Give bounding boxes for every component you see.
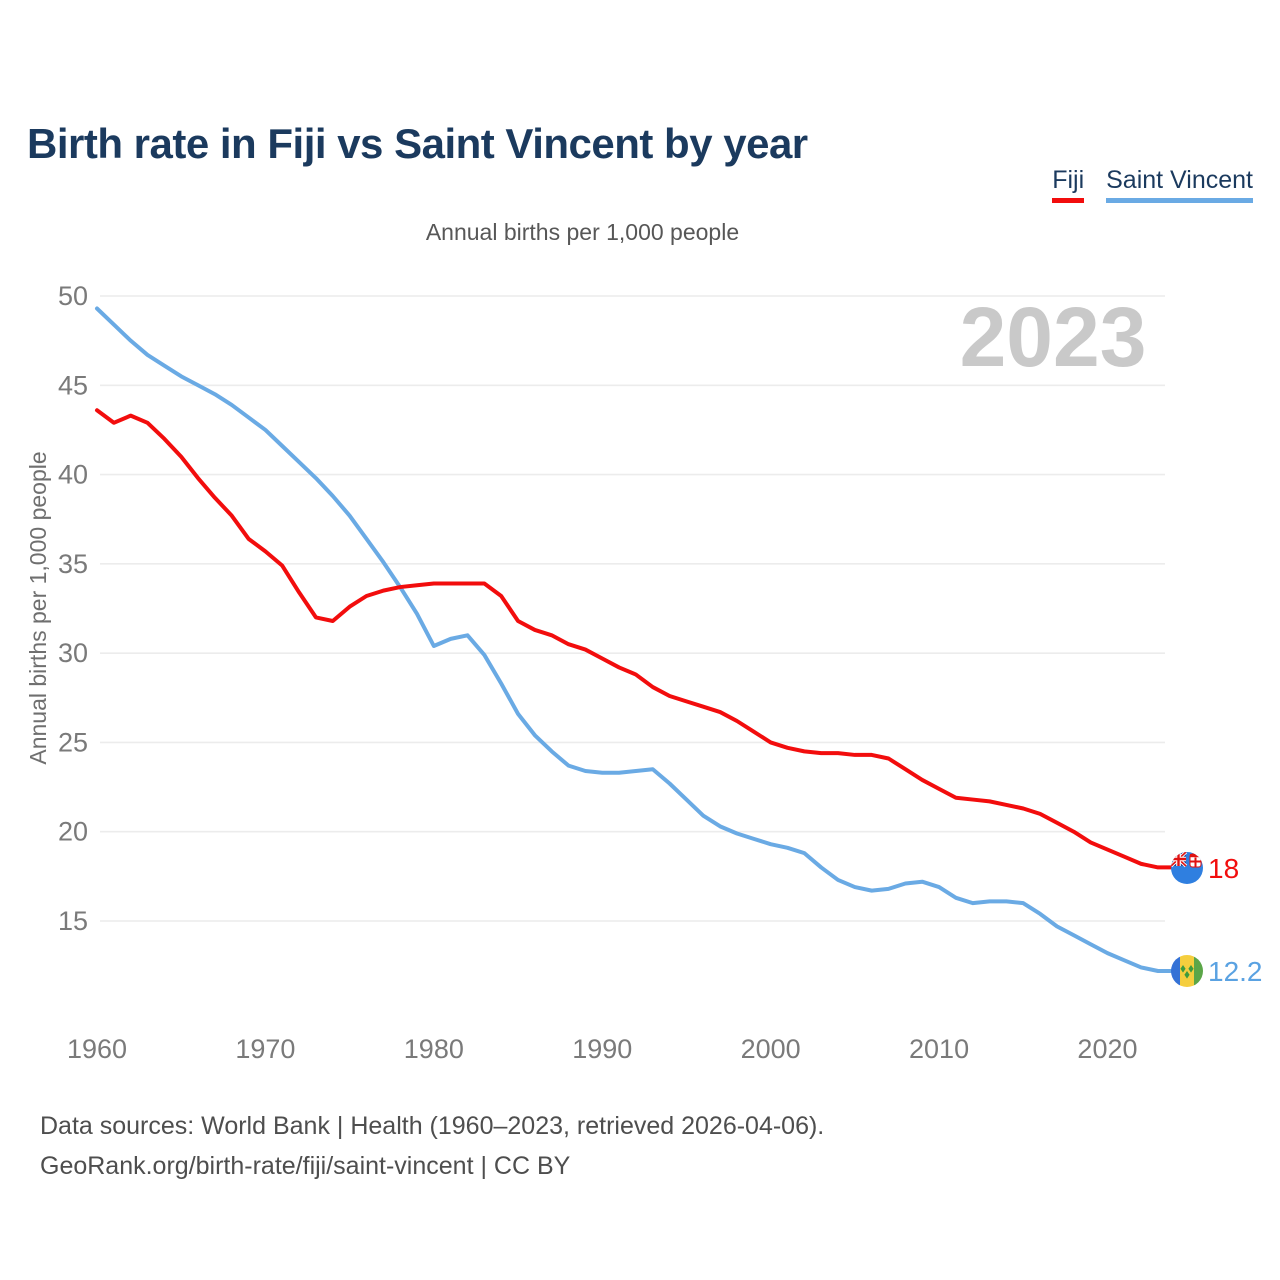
y-tick-label: 35: [58, 549, 88, 579]
x-tick-labels: 1960 1970 1980 1990 2000 2010 2020: [67, 1034, 1138, 1064]
x-tick-label: 2010: [909, 1034, 969, 1064]
saint-vincent-end-label: 12.2: [1208, 956, 1263, 987]
x-tick-label: 2000: [741, 1034, 801, 1064]
y-tick-label: 15: [58, 906, 88, 936]
fiji-flag-icon: [1171, 852, 1203, 884]
gridlines: [100, 295, 1165, 922]
watermark: 2023: [960, 290, 1147, 384]
legend-item-saint-vincent[interactable]: Saint Vincent: [1106, 166, 1253, 203]
legend: Fiji Saint Vincent: [1052, 166, 1253, 203]
x-tick-label: 1980: [404, 1034, 464, 1064]
y-tick-labels: 50 45 40 35 30 25 20 15: [58, 281, 88, 936]
x-tick-label: 2020: [1077, 1034, 1137, 1064]
page-title: Birth rate in Fiji vs Saint Vincent by y…: [27, 120, 808, 168]
y-tick-label: 25: [58, 727, 88, 757]
legend-item-fiji[interactable]: Fiji: [1052, 166, 1085, 203]
chart-subtitle: Annual births per 1,000 people: [425, 219, 740, 245]
chart: 2023 Annual births per 1,000 people 50 45…: [25, 281, 1263, 1064]
y-axis-title: Annual births per 1,000 people: [25, 451, 51, 764]
y-tick-label: 20: [58, 817, 88, 847]
x-tick-label: 1990: [572, 1034, 632, 1064]
y-tick-label: 50: [58, 281, 88, 311]
y-tick-label: 45: [58, 370, 88, 400]
y-tick-label: 40: [58, 460, 88, 490]
fiji-line[interactable]: [95, 408, 1174, 870]
x-tick-label: 1960: [67, 1034, 127, 1064]
footer: Data sources: World Bank | Health (1960–…: [40, 1106, 824, 1186]
saint-vincent-line[interactable]: [95, 306, 1174, 973]
fiji-end-label: 18: [1208, 853, 1239, 884]
x-tick-label: 1970: [235, 1034, 295, 1064]
legend-label-fiji: Fiji: [1052, 166, 1085, 194]
legend-label-saint-vincent: Saint Vincent: [1106, 166, 1253, 194]
saint-vincent-flag-icon: [1171, 955, 1203, 987]
footer-sources: Data sources: World Bank | Health (1960–…: [40, 1112, 825, 1140]
y-tick-label: 30: [58, 638, 88, 668]
footer-attribution: GeoRank.org/birth-rate/fiji/saint-vincen…: [40, 1152, 571, 1180]
